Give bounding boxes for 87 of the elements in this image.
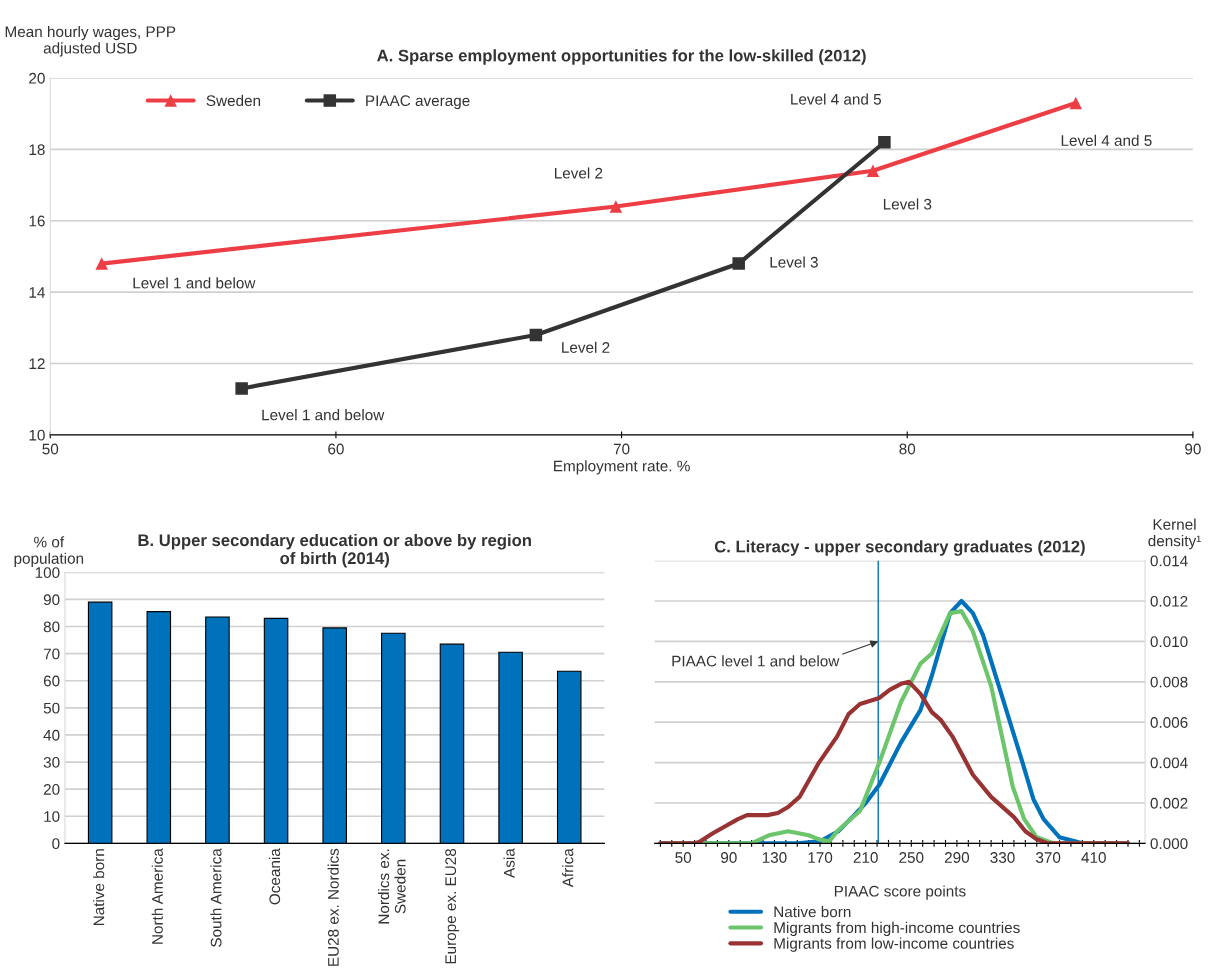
point — [609, 200, 623, 213]
legend-label: Sweden — [206, 94, 261, 107]
x-tick-label: 60 — [328, 443, 344, 455]
point — [866, 164, 880, 178]
y-tick-label: 16 — [29, 215, 45, 227]
y-tick-label: 0.002 — [1150, 797, 1188, 809]
x-tick-label: 370 — [1035, 852, 1061, 863]
annotation: Level 3 — [883, 198, 932, 210]
y-tick-label: 70 — [43, 648, 60, 660]
point — [878, 135, 891, 149]
x-tick-label: EU28 ex. Nordics — [327, 848, 339, 966]
bar — [381, 632, 406, 844]
line-series — [658, 679, 1131, 844]
y-tick-label: 12 — [29, 358, 45, 370]
x-tick-label: Oceania — [268, 848, 281, 905]
annotation: Level 1 and below — [133, 277, 256, 289]
y-tick-label: 40 — [43, 729, 60, 741]
y-tick-label: 20 — [43, 784, 60, 795]
y-tick-label: 30 — [43, 756, 60, 768]
point — [1069, 96, 1083, 110]
bar — [322, 627, 347, 844]
y-tick-label: 50 — [43, 702, 60, 714]
x-tick-label: Africa — [562, 848, 574, 888]
x-tick-label: 80 — [899, 443, 916, 455]
x-tick-label: 250 — [899, 852, 924, 863]
x-axis-title: PIAAC score points — [834, 885, 966, 900]
annotation: Level 3 — [770, 256, 818, 268]
y-tick-label: 0.014 — [1150, 555, 1188, 567]
y-tick-label: 10 — [29, 429, 45, 441]
bar — [205, 616, 230, 844]
legend-label: PIAAC average — [366, 95, 470, 110]
annotation: Level 1 and below — [262, 409, 385, 421]
chart-title: B. Upper secondary education or above by region of birth (2014) — [138, 533, 531, 568]
x-tick-label: 330 — [990, 852, 1015, 863]
x-axis-title: Employment rate. % — [554, 460, 690, 475]
legend-label: Migrants from high-income countries — [774, 921, 1020, 937]
annotation: Level 4 and 5 — [1061, 134, 1152, 146]
y-tick-label: 20 — [29, 72, 45, 84]
x-tick-label: 70 — [613, 443, 630, 455]
bar — [263, 617, 289, 844]
x-tick-label: 170 — [808, 852, 833, 863]
y-tick-label: 0.008 — [1150, 676, 1188, 688]
x-tick-label: 210 — [853, 852, 878, 863]
y-tick-label: 0.004 — [1150, 757, 1188, 769]
chart-title: A. Sparse employment opportunities for the low-skilled (2012) — [377, 49, 866, 65]
y-axis-title: % of population — [14, 536, 84, 567]
bar — [498, 651, 523, 844]
point — [732, 257, 745, 270]
bar — [439, 643, 465, 844]
bar — [556, 670, 582, 844]
y-tick-label: 90 — [43, 594, 60, 606]
annotation: Level 4 and 5 — [791, 93, 882, 105]
x-tick-label: 410 — [1081, 852, 1106, 863]
x-tick-label: 90 — [721, 852, 737, 863]
y-tick-label: 14 — [29, 287, 45, 298]
x-tick-label: 90 — [1185, 443, 1201, 455]
y-tick-label: 18 — [29, 144, 45, 156]
y-tick-label: 0.012 — [1150, 595, 1188, 607]
point — [529, 328, 543, 342]
x-tick-label: 130 — [762, 852, 787, 863]
x-tick-label: 290 — [944, 852, 970, 863]
x-tick-label: 50 — [675, 852, 692, 863]
point — [235, 382, 248, 395]
x-tick-label: Nordics ex. Sweden — [377, 849, 406, 924]
y-tick-label: 0.010 — [1150, 636, 1188, 648]
x-tick-label: Europe ex. EU28 — [445, 848, 460, 964]
x-tick-label: South America — [210, 848, 222, 947]
y-tick-label: 0.000 — [1150, 838, 1188, 850]
bar — [146, 611, 172, 844]
annotation: PIAAC level 1 and below — [672, 655, 840, 667]
y-tick-label: 0.006 — [1150, 717, 1188, 728]
legend-label: Migrants from low-income countries — [774, 937, 1014, 952]
x-tick-label: Native born — [93, 849, 105, 926]
x-tick-label: Asia — [503, 848, 515, 878]
y-tick-label: 60 — [43, 675, 60, 687]
y-tick-label: 80 — [43, 621, 60, 633]
x-tick-label: North America — [151, 848, 163, 944]
chart-title: C. Literacy - upper secondary graduates (2012) — [714, 540, 1085, 556]
y-tick-label: 0 — [52, 838, 60, 850]
bar — [87, 601, 113, 844]
point — [95, 257, 108, 270]
annotation: Level 2 — [562, 341, 610, 353]
y-axis-title: Kernel density¹ — [1148, 518, 1201, 550]
y-tick-label: 100 — [35, 567, 60, 579]
annotation: Level 2 — [554, 167, 603, 179]
y-axis-title: Mean hourly wages, PPP adjusted USD — [5, 25, 176, 57]
y-tick-label: 10 — [44, 811, 60, 822]
